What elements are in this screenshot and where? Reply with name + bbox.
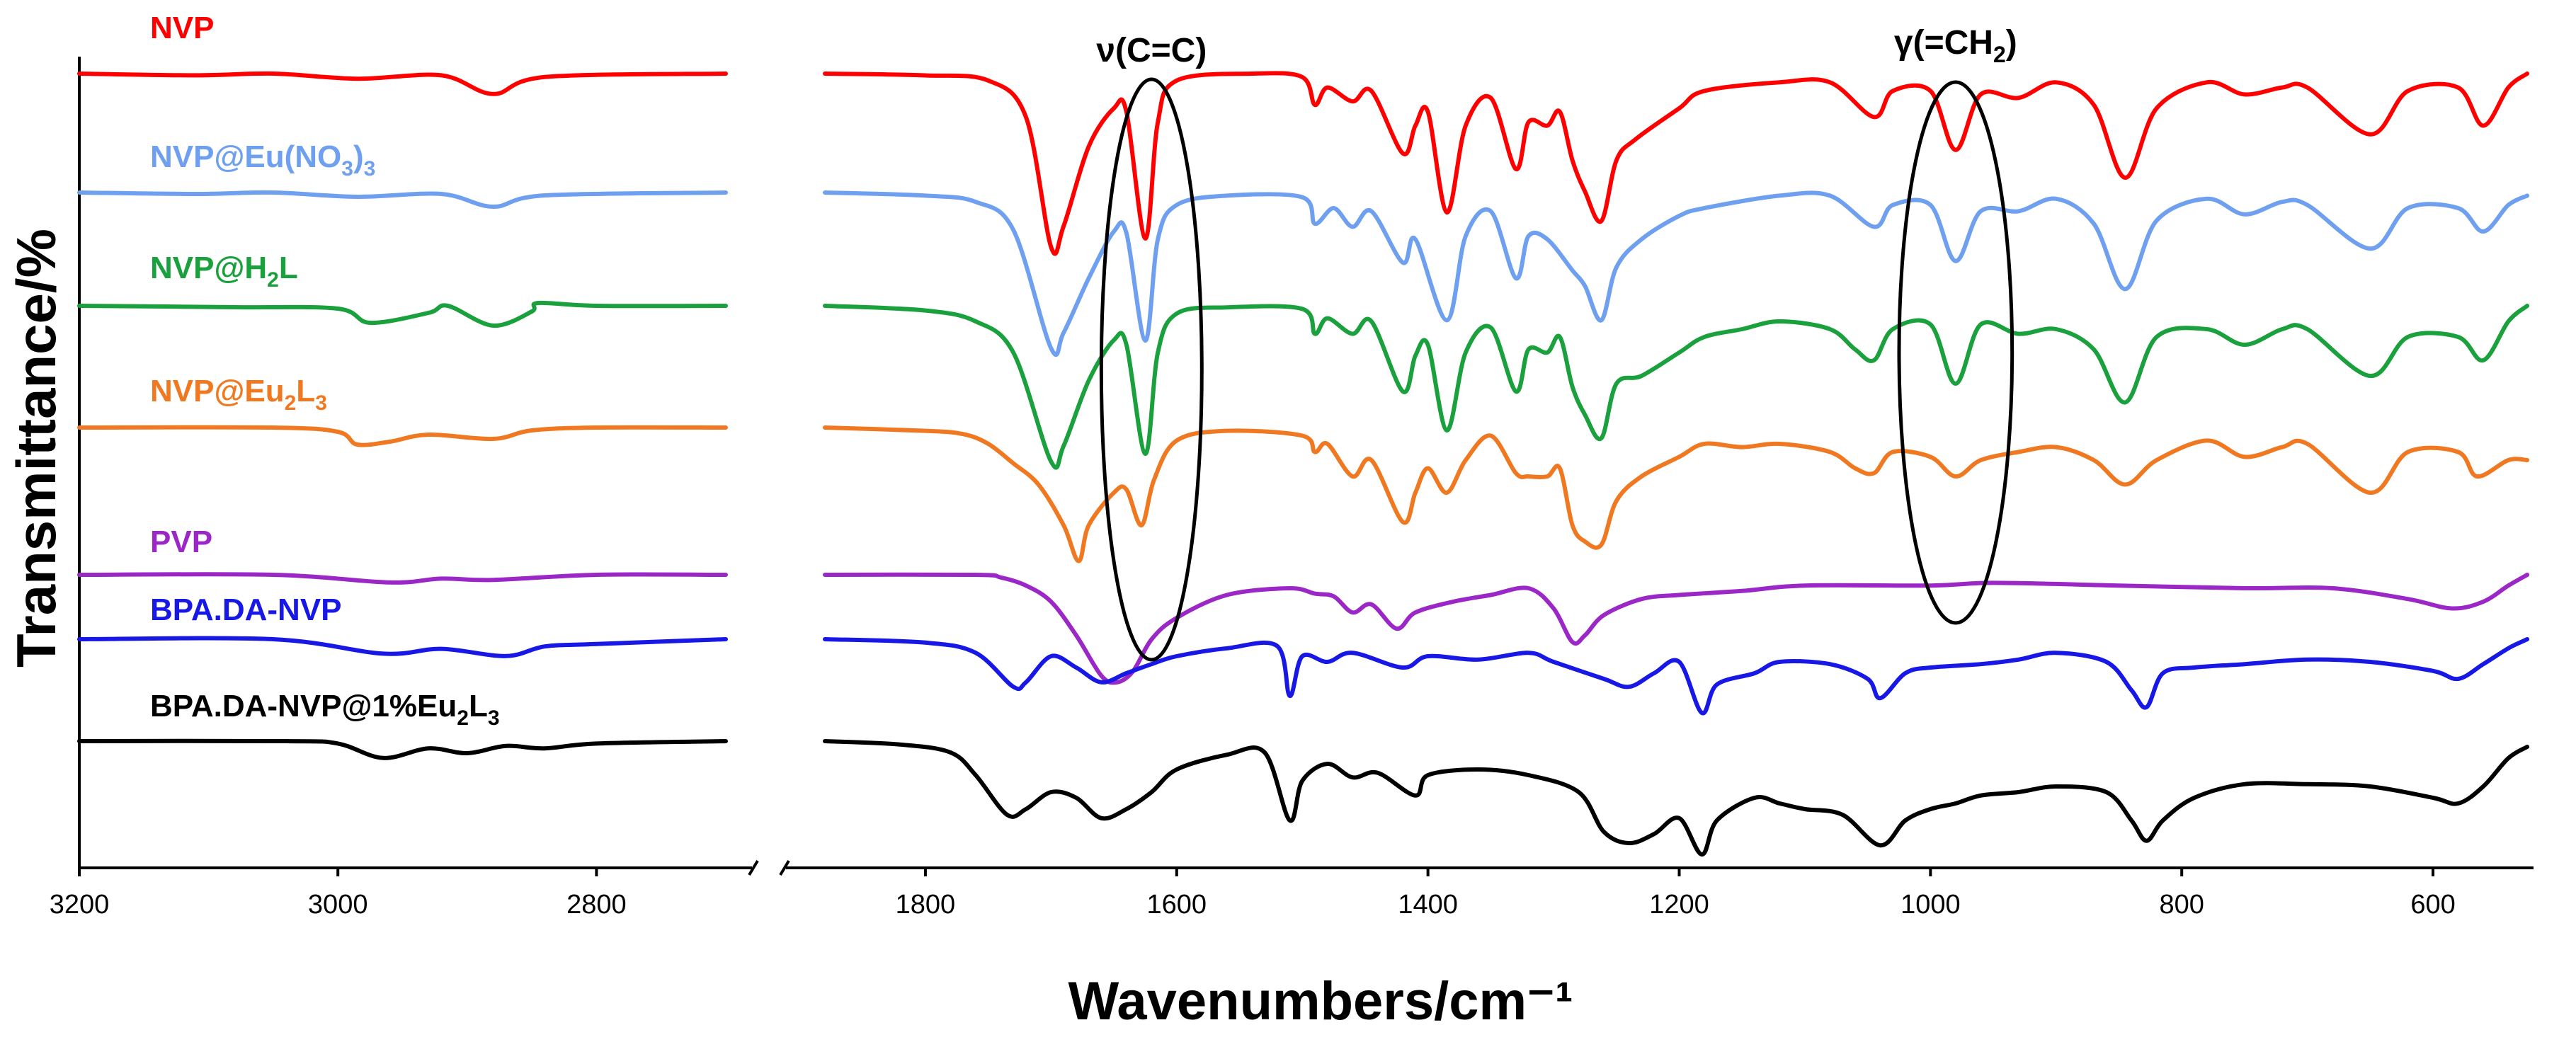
x-tick-label: 1800	[896, 890, 956, 920]
spectrum-line-high	[77, 190, 728, 210]
y-axis-title: Transmittance/%	[5, 229, 67, 668]
x-tick-label: 2800	[566, 890, 627, 920]
x-tick-label: 3000	[308, 890, 368, 920]
series-labels: NVP NVP@Eu(NO3)3 NVP@H2L NVP@Eu2L3 PVP BPA.DA…	[150, 11, 500, 730]
x-tick-label: 1000	[1900, 890, 1961, 920]
x-tick-label: 800	[2160, 890, 2204, 920]
spectrum-line-low	[823, 572, 2530, 685]
x-tick-label: 600	[2410, 890, 2455, 920]
series-label: PVP	[150, 525, 212, 559]
series-label: BPA.DA-NVP@1%Eu2L3	[150, 689, 500, 730]
annotation-label: ν(C=C)	[1096, 32, 1207, 69]
series-label: NVP@H2L	[150, 251, 298, 292]
spectrum-line-low	[823, 739, 2530, 857]
series-label: BPA.DA-NVP	[150, 592, 342, 627]
annotation-ellipse	[1897, 80, 2014, 625]
spectrum-line-high	[77, 300, 728, 328]
x-tick-label: 1600	[1147, 890, 1207, 920]
x-axis-title: Wavenumbers/cm⁻¹	[1068, 971, 1573, 1031]
spectrum-line-high	[77, 71, 728, 96]
spectrum-line-low	[823, 71, 2530, 256]
x-tick-label: 1400	[1398, 890, 1458, 920]
axis-break-right	[779, 859, 790, 876]
spectrum-line-low	[823, 190, 2530, 357]
axis-break-left	[748, 859, 759, 876]
annotations-group: ν(C=C) γ(=CH2)	[1096, 24, 2017, 662]
spectrum-line-low	[823, 304, 2530, 470]
spectrum-line-low	[823, 425, 2530, 563]
x-ticks-low: 1800 1600 1400 1200 1000 800 600	[896, 868, 2456, 920]
spectrum-line-high	[77, 636, 728, 658]
x-ticks-high: 3200 3000 2800	[50, 868, 627, 920]
annotation-ellipse	[1099, 77, 1204, 662]
x-tick-label: 1200	[1649, 890, 1709, 920]
series-label: NVP@Eu(NO3)3	[150, 139, 375, 181]
annotation-label: γ(=CH2)	[1894, 24, 2017, 67]
spectrum-line-low	[823, 637, 2530, 716]
spectra-group	[77, 71, 2530, 857]
x-tick-label: 3200	[50, 890, 110, 920]
spectrum-line-high	[77, 738, 728, 760]
series-label: NVP	[150, 11, 214, 45]
spectrum-line-high	[77, 425, 728, 447]
series-label: NVP@Eu2L3	[150, 374, 327, 415]
spectrum-line-high	[77, 572, 728, 585]
